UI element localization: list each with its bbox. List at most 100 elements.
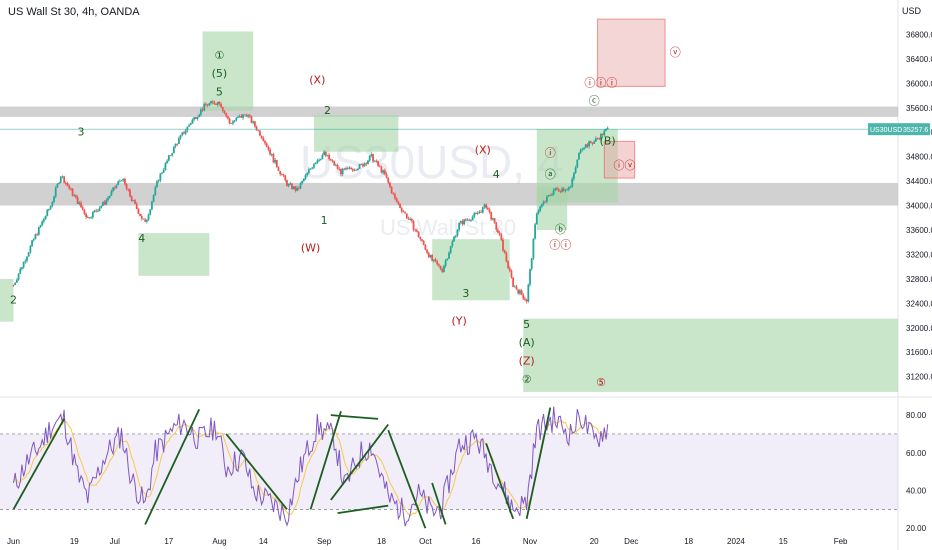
candle-body xyxy=(382,170,385,173)
candle-body xyxy=(588,141,591,147)
candle-body xyxy=(21,267,23,269)
candle-body xyxy=(493,218,496,223)
candle-body xyxy=(257,130,260,132)
candle-body xyxy=(66,183,69,186)
candle-body xyxy=(56,183,59,188)
candle-body xyxy=(517,289,520,294)
candle-body xyxy=(370,154,373,157)
candle-body xyxy=(350,167,352,170)
candle-body xyxy=(199,109,202,115)
candle-body xyxy=(410,219,413,222)
wave-label-red: (Y) xyxy=(451,315,466,328)
candle-body xyxy=(458,222,461,230)
candle-body xyxy=(318,159,320,161)
candle-body xyxy=(208,103,211,106)
candle-body xyxy=(134,200,136,204)
candle-body xyxy=(407,218,410,220)
candle-body xyxy=(272,154,275,163)
wave-label-green: ⓑ xyxy=(555,223,566,236)
wave-label-green: ⓒ xyxy=(589,95,600,108)
candle-body xyxy=(490,212,493,220)
candle-body xyxy=(454,235,457,237)
candle-body xyxy=(427,252,430,258)
candle-body xyxy=(524,298,526,300)
candle-body xyxy=(172,146,175,154)
candle-body xyxy=(578,152,580,160)
candle-body xyxy=(147,214,150,220)
candle-body xyxy=(368,156,371,161)
candle-body xyxy=(282,174,285,176)
candle-body xyxy=(576,159,579,168)
candle-body xyxy=(130,196,133,201)
candle-body xyxy=(365,163,368,165)
candle-body xyxy=(291,183,293,190)
candle-body xyxy=(394,194,396,199)
candle-body xyxy=(294,186,297,191)
candle-body xyxy=(581,149,584,151)
candle-body xyxy=(363,163,366,167)
candle-body xyxy=(166,160,169,164)
candle-body xyxy=(495,222,498,230)
candle-body xyxy=(88,217,91,219)
candle-body xyxy=(461,220,464,225)
candle-body xyxy=(59,176,62,183)
candle-body xyxy=(139,213,142,217)
candle-body xyxy=(73,195,76,197)
candle-body xyxy=(120,180,123,182)
candle-body xyxy=(54,187,57,197)
candle-body xyxy=(569,186,572,188)
candle-body xyxy=(542,201,545,205)
candle-body xyxy=(397,201,400,204)
candle-body xyxy=(49,205,52,209)
rsi-trendline xyxy=(225,433,288,510)
wave-label-green: 4 xyxy=(138,232,145,245)
candle-body xyxy=(571,178,574,187)
candle-body xyxy=(323,151,325,156)
candle-body xyxy=(437,264,440,266)
candle-body xyxy=(299,183,302,189)
candle-body xyxy=(594,138,597,142)
candle-body xyxy=(319,158,322,160)
chart-title: US Wall St 30, 4h, OANDA xyxy=(8,6,140,18)
candle-body xyxy=(265,143,268,147)
wave-label-green: (B) xyxy=(600,134,616,147)
candle-body xyxy=(260,135,263,139)
candle-body xyxy=(189,123,192,126)
candle-body xyxy=(129,189,131,197)
candle-body xyxy=(559,191,562,192)
candle-body xyxy=(596,138,599,140)
candle-body xyxy=(466,219,469,221)
candle-body xyxy=(424,245,427,250)
candle-body xyxy=(483,204,486,208)
candle-body xyxy=(566,189,569,191)
candle-body xyxy=(336,165,339,169)
candle-body xyxy=(250,116,253,123)
candle-body xyxy=(573,173,575,179)
candle-body xyxy=(417,231,420,238)
candle-body xyxy=(142,218,145,220)
candle-body xyxy=(51,201,54,206)
candle-body xyxy=(554,188,557,191)
candle-body xyxy=(210,101,212,104)
candle-body xyxy=(491,218,494,220)
candle-body xyxy=(380,166,383,173)
candle-body xyxy=(600,133,602,140)
candle-body xyxy=(400,207,403,212)
candle-body xyxy=(203,103,206,111)
wave-zone-green xyxy=(523,318,898,392)
candle-body xyxy=(589,141,592,144)
candle-body xyxy=(316,160,319,164)
candle-body xyxy=(360,164,363,165)
candle-body xyxy=(162,169,165,173)
rsi-line xyxy=(13,406,609,527)
wave-label-red: (X) xyxy=(309,73,325,86)
candle-body xyxy=(245,114,248,117)
candle-body xyxy=(14,282,17,286)
candle-body xyxy=(351,169,354,171)
candle-body xyxy=(480,211,482,213)
wave-iv-zone-red xyxy=(603,140,636,179)
candle-body xyxy=(313,164,315,168)
candle-body xyxy=(304,175,307,179)
candle-body xyxy=(247,115,250,117)
